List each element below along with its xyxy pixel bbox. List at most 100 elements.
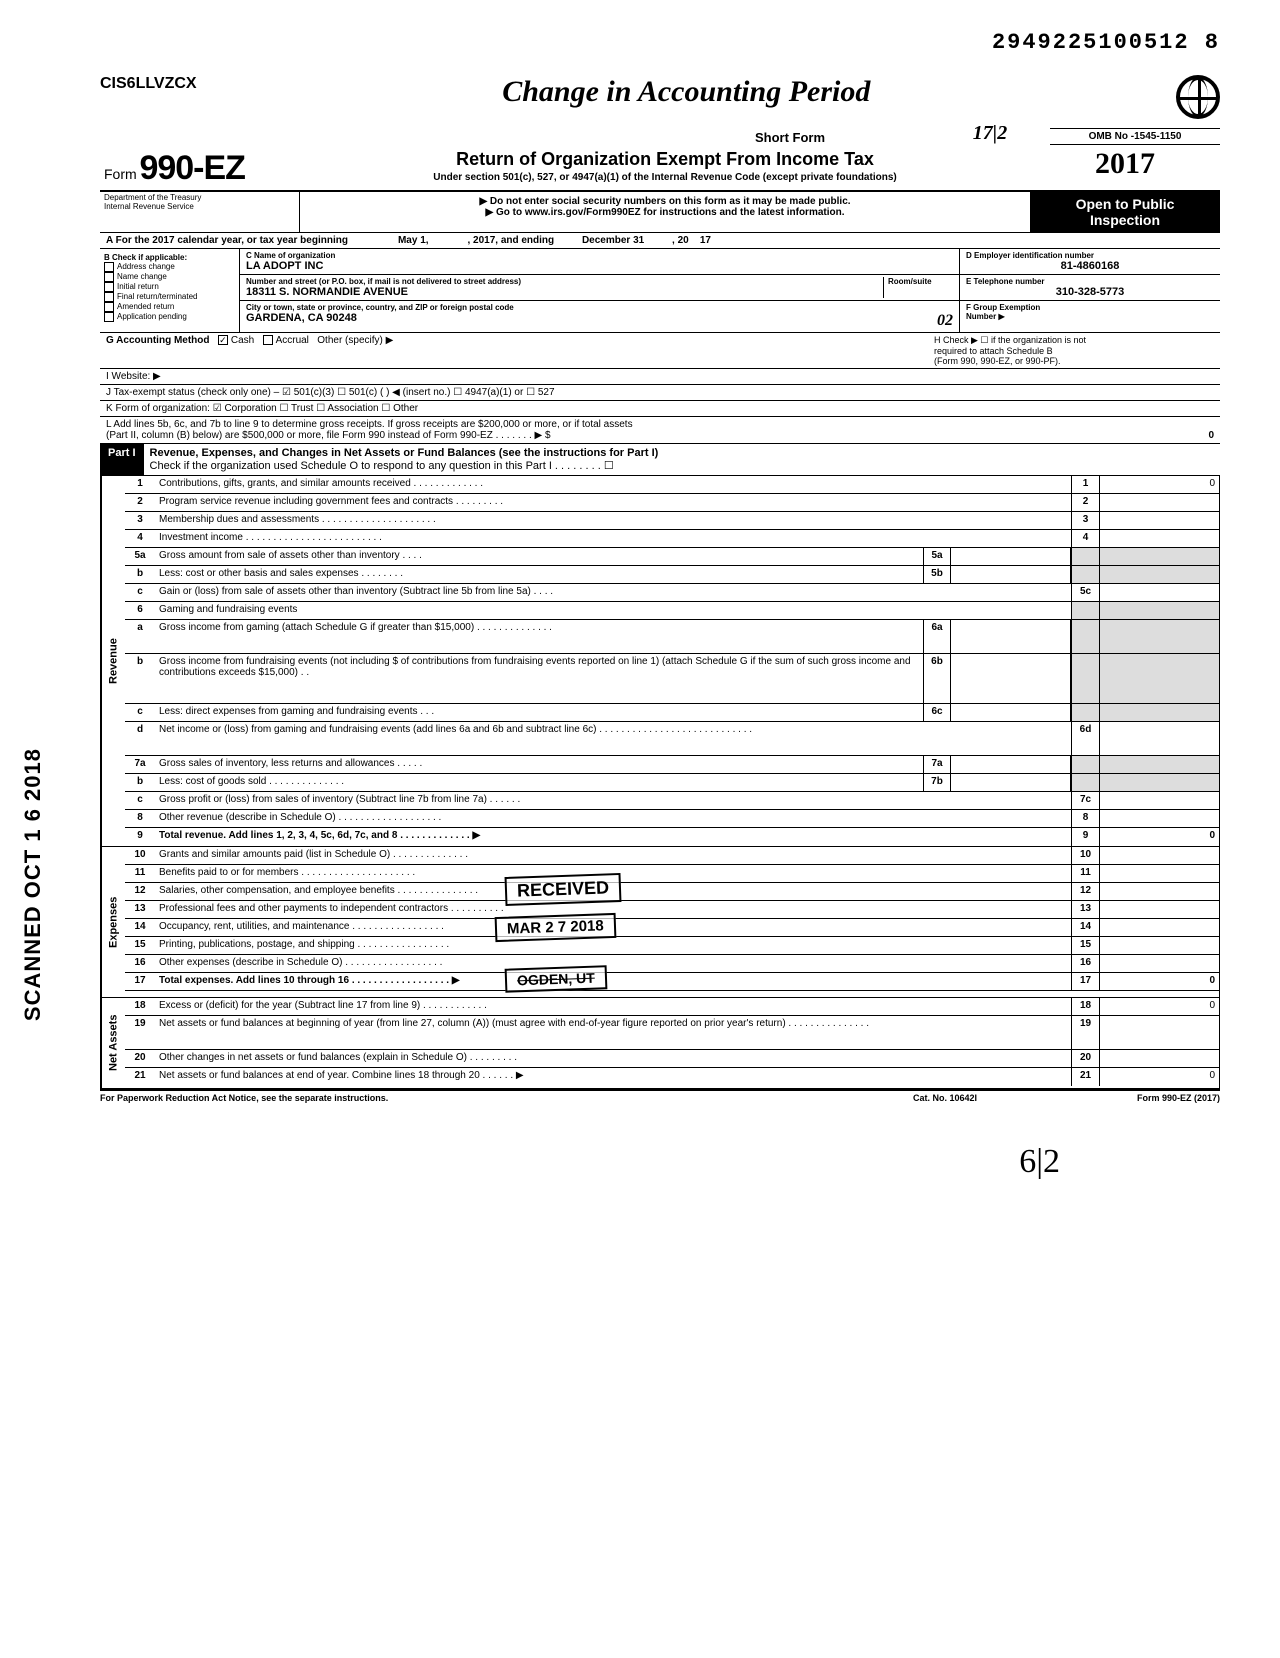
ln-3-text: Membership dues and assessments . . . . … (155, 512, 1071, 529)
ln-1-text: Contributions, gifts, grants, and simila… (155, 476, 1071, 493)
globe-icon (1176, 75, 1220, 119)
d-val: 81-4860168 (966, 260, 1214, 272)
ln-7b-mv (951, 774, 1071, 791)
ln-15-ev (1099, 937, 1219, 954)
ln-5c-text: Gain or (loss) from sale of assets other… (155, 584, 1071, 601)
ln-6-shv (1099, 602, 1219, 619)
ln-13-ev (1099, 901, 1219, 918)
chk-amended[interactable] (104, 302, 114, 312)
section-a-label: A For the 2017 calendar year, or tax yea… (106, 235, 348, 246)
ln-7b-sh (1071, 774, 1099, 791)
chk-address[interactable] (104, 262, 114, 272)
ln-5a-mn: 5a (923, 548, 951, 565)
stamp-ogden-text: OGDEN, UT (517, 970, 595, 989)
part1-hdr: Part I (100, 444, 144, 475)
footer-right: Form 990-EZ (2017) (1020, 1093, 1220, 1103)
f-lbl2: Number ▶ (966, 312, 1214, 321)
ln-5b-mn: 5b (923, 566, 951, 583)
ln-6d-en: 6d (1071, 722, 1099, 755)
part1-title: Revenue, Expenses, and Changes in Net As… (150, 447, 1214, 459)
ln-6a-sh (1071, 620, 1099, 653)
ln-4-ev (1099, 530, 1219, 547)
date-stamp: MAR 2 7 2018 (495, 913, 617, 942)
ln-6d-ev (1099, 722, 1219, 755)
ln-20-ev (1099, 1050, 1219, 1067)
ln-7a-text: Gross sales of inventory, less returns a… (155, 756, 923, 773)
section-a-begin: May 1, (398, 235, 429, 246)
ln-6a-mn: 6a (923, 620, 951, 653)
stamp-date-text: MAR 2 7 2018 (507, 917, 604, 937)
chk-accrual[interactable] (263, 335, 273, 345)
f-hand: 02 (937, 312, 953, 330)
c-city: GARDENA, CA 90248 (246, 312, 937, 330)
received-stamp: RECEIVED (505, 873, 622, 906)
open-public-2: Inspection (1034, 212, 1216, 228)
row-l-2: (Part II, column (B) below) are $500,000… (106, 430, 1094, 441)
ln-8-text: Other revenue (describe in Schedule O) .… (155, 810, 1071, 827)
ln-6-sh (1071, 602, 1099, 619)
scanned-stamp: SCANNED OCT 1 6 2018 (20, 748, 46, 1021)
ln-2-text: Program service revenue including govern… (155, 494, 1071, 511)
ln-17-ev: 0 (1099, 973, 1219, 990)
b-item-1: Name change (117, 272, 167, 281)
ln-5a-mv (951, 548, 1071, 565)
b-item-0: Address change (117, 262, 175, 271)
dln-code: CIS6LLVZCX (100, 75, 197, 93)
ln-13-no: 13 (125, 901, 155, 918)
ln-7c-no: c (125, 792, 155, 809)
h-lbl: H Check ▶ ☐ if the organization is not (934, 335, 1214, 346)
ln-9-en: 9 (1071, 828, 1099, 846)
return-title: Return of Organization Exempt From Incom… (308, 149, 1022, 170)
ln-5a-text: Gross amount from sale of assets other t… (155, 548, 923, 565)
footer-mid: Cat. No. 10642I (870, 1093, 1020, 1103)
ln-6b-no: b (125, 654, 155, 703)
ln-16-text: Other expenses (describe in Schedule O) … (155, 955, 1071, 972)
ln-6a-text: Gross income from gaming (attach Schedul… (155, 620, 923, 653)
ln-10-ev (1099, 847, 1219, 864)
ln-8-en: 8 (1071, 810, 1099, 827)
row-l-1: L Add lines 5b, 6c, and 7b to line 9 to … (106, 419, 1094, 430)
ln-2-no: 2 (125, 494, 155, 511)
ln-5a-no: 5a (125, 548, 155, 565)
handwritten-heading: Change in Accounting Period (502, 75, 870, 108)
ln-15-en: 15 (1071, 937, 1099, 954)
goto-url: ▶ Go to www.irs.gov/Form990EZ for instru… (304, 207, 1026, 218)
ln-5b-text: Less: cost or other basis and sales expe… (155, 566, 923, 583)
ln-3-no: 3 (125, 512, 155, 529)
irs-label: Internal Revenue Service (104, 203, 295, 212)
h-lbl3: (Form 990, 990-EZ, or 990-PF). (934, 356, 1214, 366)
part1-check: Check if the organization used Schedule … (150, 459, 1214, 472)
netassets-side-label: Net Assets (101, 998, 125, 1088)
ln-7a-mv (951, 756, 1071, 773)
section-b-header: B Check if applicable: (104, 253, 235, 262)
chk-initial[interactable] (104, 282, 114, 292)
ln-18-en: 18 (1071, 998, 1099, 1015)
ln-21-text: Net assets or fund balances at end of ye… (155, 1068, 1071, 1086)
ln-13-en: 13 (1071, 901, 1099, 918)
ln-21-ev: 0 (1099, 1068, 1219, 1086)
ln-7b-text: Less: cost of goods sold . . . . . . . .… (155, 774, 923, 791)
chk-pending[interactable] (104, 312, 114, 322)
ln-19-no: 19 (125, 1016, 155, 1049)
d-lbl: D Employer identification number (966, 251, 1214, 260)
b-item-4: Amended return (117, 302, 174, 311)
ln-6b-mv (951, 654, 1071, 703)
under-section: Under section 501(c), 527, or 4947(a)(1)… (308, 172, 1022, 183)
ln-7b-shv (1099, 774, 1219, 791)
chk-name[interactable] (104, 272, 114, 282)
ln-14-en: 14 (1071, 919, 1099, 936)
section-a-endmonth: December 31 (582, 235, 644, 246)
ln-6a-mv (951, 620, 1071, 653)
g-other: Other (specify) ▶ (317, 335, 393, 346)
ln-6c-mv (951, 704, 1071, 721)
ln-4-text: Investment income . . . . . . . . . . . … (155, 530, 1071, 547)
ln-5a-sh (1071, 548, 1099, 565)
ln-12-ev (1099, 883, 1219, 900)
chk-cash[interactable]: ✓ (218, 335, 228, 345)
ln-7a-sh (1071, 756, 1099, 773)
ln-14-ev (1099, 919, 1219, 936)
chk-final[interactable] (104, 292, 114, 302)
ln-19-ev (1099, 1016, 1219, 1049)
ln-9-no: 9 (125, 828, 155, 846)
ln-2-ev (1099, 494, 1219, 511)
